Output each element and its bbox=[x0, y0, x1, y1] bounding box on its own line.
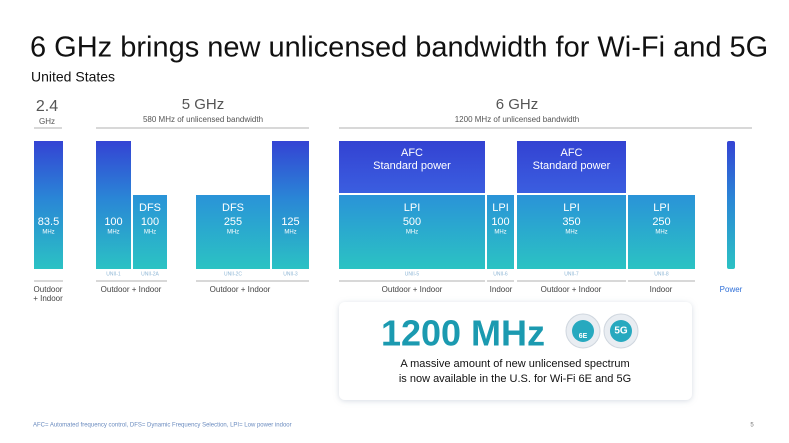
block-unit: MHz bbox=[144, 230, 156, 236]
block-tag: UNII-2C bbox=[224, 271, 242, 277]
callout bbox=[339, 302, 692, 400]
block-value: 250 bbox=[652, 216, 670, 228]
callout-headline: 1200 MHz bbox=[381, 313, 545, 354]
page-number: 5 bbox=[750, 423, 754, 429]
block-value: 83.5 bbox=[38, 216, 59, 228]
spectrum-block bbox=[339, 195, 485, 269]
icon-label: 6E bbox=[579, 333, 588, 340]
usage-label: Indoor bbox=[650, 285, 673, 294]
block-tag: UNII-5 bbox=[405, 271, 420, 277]
band-label: 6 GHz bbox=[496, 96, 539, 113]
block-prefix: DFS bbox=[139, 202, 161, 214]
icon bbox=[572, 320, 594, 342]
spectrum-block bbox=[196, 195, 270, 269]
block-value: 100 bbox=[491, 216, 509, 228]
callout-text: is now available in the U.S. for Wi-Fi 6… bbox=[399, 373, 631, 385]
block-prefix: LPI bbox=[653, 202, 670, 214]
band-sublabel: GHz bbox=[39, 117, 55, 126]
title: 6 GHz brings new unlicensed bandwidth fo… bbox=[30, 32, 768, 64]
block-prefix: LPI bbox=[563, 202, 580, 214]
block-unit: MHz bbox=[494, 230, 506, 236]
block-prefix: DFS bbox=[222, 202, 244, 214]
block-unit: MHz bbox=[565, 230, 577, 236]
band-label: 5 GHz bbox=[182, 96, 225, 113]
usage-label: Indoor bbox=[490, 285, 513, 294]
block-value: 125 bbox=[281, 216, 299, 228]
afc-label: Standard power bbox=[533, 160, 611, 172]
block-value: 100 bbox=[141, 216, 159, 228]
footnote: AFC= Automated frequency control, DFS= D… bbox=[33, 423, 292, 429]
block-tag: UNII-7 bbox=[564, 271, 579, 277]
block-tag: UNII-2A bbox=[141, 271, 159, 277]
block-prefix: LPI bbox=[492, 202, 509, 214]
callout-text: A massive amount of new unlicensed spect… bbox=[400, 358, 629, 370]
afc-label: AFC bbox=[561, 147, 583, 159]
block-unit: MHz bbox=[107, 230, 119, 236]
icon-label: 5G bbox=[614, 326, 628, 337]
usage-label: Outdoor + Indoor bbox=[101, 285, 162, 294]
block-value: 500 bbox=[403, 216, 421, 228]
spectrum-block bbox=[96, 141, 131, 269]
afc-block bbox=[517, 141, 626, 193]
block-value: 255 bbox=[224, 216, 242, 228]
spectrum-block bbox=[517, 195, 626, 269]
block-unit: MHz bbox=[227, 230, 239, 236]
usage-label: Power bbox=[720, 285, 743, 294]
spectrum-block bbox=[34, 141, 63, 269]
usage-label: Outdoor + Indoor bbox=[382, 285, 443, 294]
block-unit: MHz bbox=[655, 230, 667, 236]
spectrum-block bbox=[133, 195, 167, 269]
afc-block bbox=[339, 141, 485, 193]
block-tag: UNII-6 bbox=[493, 271, 508, 277]
block-unit: MHz bbox=[284, 230, 296, 236]
usage-label: + Indoor bbox=[33, 294, 63, 303]
callout-box bbox=[339, 302, 692, 400]
band-sublabel: 580 MHz of unlicensed bandwidth bbox=[143, 115, 263, 124]
power-bar bbox=[727, 141, 735, 269]
block-value: 350 bbox=[562, 216, 580, 228]
spectrum-block bbox=[272, 141, 309, 269]
usage-label: Outdoor + Indoor bbox=[541, 285, 602, 294]
subtitle: United States bbox=[31, 69, 115, 85]
band-sublabel: 1200 MHz of unlicensed bandwidth bbox=[455, 115, 580, 124]
block-tag: UNII-3 bbox=[283, 271, 298, 277]
afc-label: Standard power bbox=[373, 160, 451, 172]
block-unit: MHz bbox=[406, 230, 418, 236]
usage-label: Outdoor bbox=[34, 285, 63, 294]
band-label: 2.4 bbox=[36, 98, 58, 115]
block-tag: UNII-1 bbox=[106, 271, 121, 277]
icon bbox=[610, 320, 632, 342]
block-unit: MHz bbox=[42, 230, 54, 236]
usage-label: Outdoor + Indoor bbox=[210, 285, 271, 294]
block-prefix: LPI bbox=[404, 202, 421, 214]
afc-label: AFC bbox=[401, 147, 423, 159]
block-value: 100 bbox=[104, 216, 122, 228]
spectrum-block bbox=[628, 195, 695, 269]
spectrum-block bbox=[487, 195, 514, 269]
block-tag: UNII-8 bbox=[654, 271, 669, 277]
